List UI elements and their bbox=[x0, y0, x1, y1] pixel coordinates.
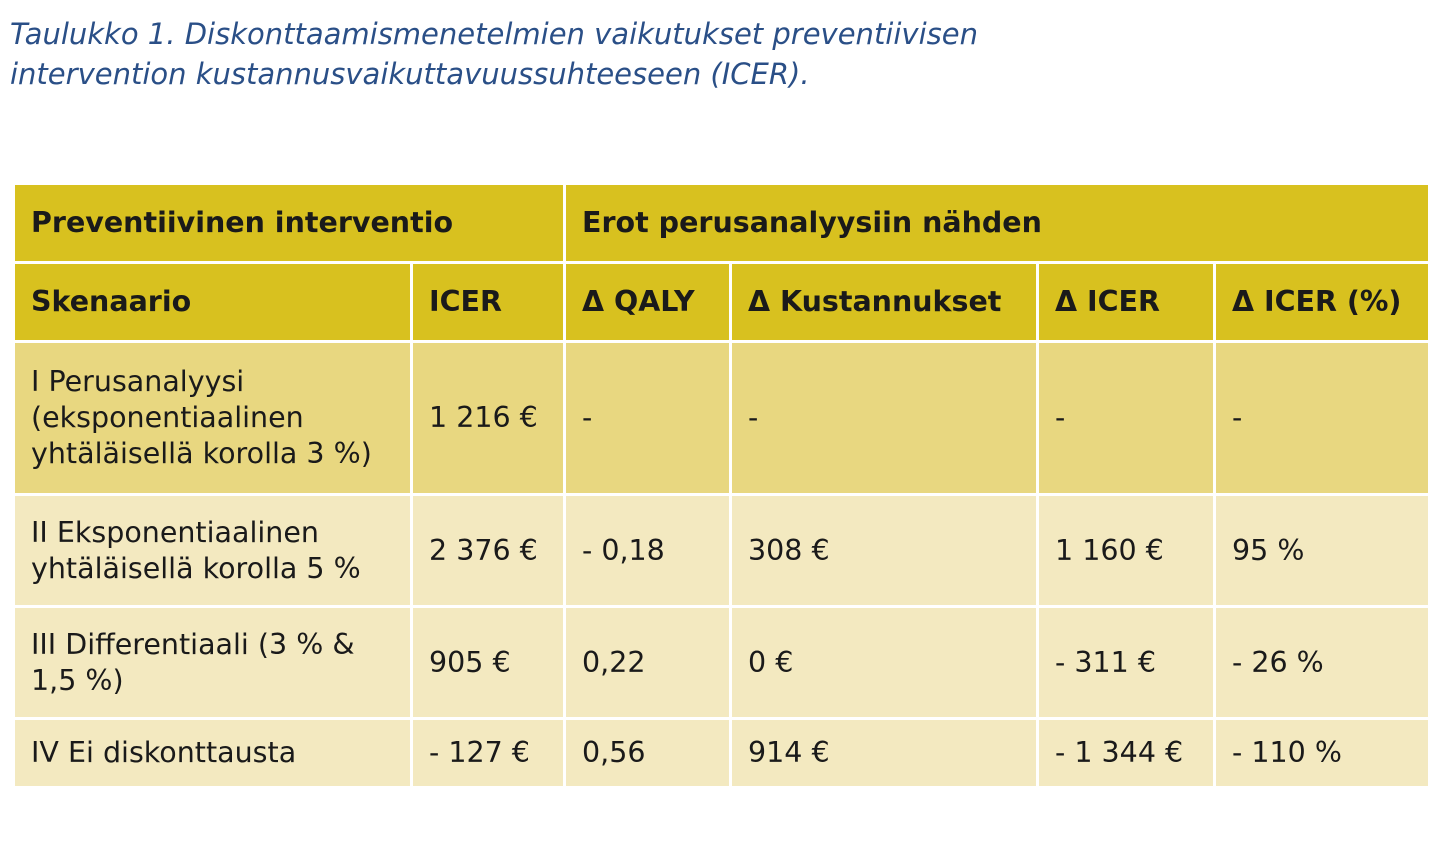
cell-scenario: IV Ei diskonttausta bbox=[12, 717, 413, 789]
cell-icer: - 127 € bbox=[409, 717, 567, 789]
table-row: IV Ei diskonttausta - 127 € 0,56 914 € -… bbox=[12, 717, 1432, 789]
cell-delta-icer-pct: - 110 % bbox=[1213, 717, 1432, 789]
scenario-line: 1,5 %) bbox=[31, 663, 124, 697]
cell-delta-icer: 1 160 € bbox=[1036, 493, 1217, 608]
cell-delta-icer: - bbox=[1036, 340, 1217, 496]
scenario-line: I Perusanalyysi bbox=[31, 365, 245, 398]
table-caption: Taulukko 1. Diskonttaamismenetelmien vai… bbox=[10, 14, 1410, 94]
table-row: II Eksponentiaalinen yhtäläisellä koroll… bbox=[12, 493, 1432, 608]
cell-scenario: II Eksponentiaalinen yhtäläisellä koroll… bbox=[12, 493, 413, 608]
cell-delta-icer-pct: 95 % bbox=[1213, 493, 1432, 608]
cell-delta-costs: 0 € bbox=[729, 605, 1040, 720]
scenario-line: II Eksponentiaalinen bbox=[31, 515, 319, 549]
cell-scenario: III Differentiaali (3 % & 1,5 %) bbox=[12, 605, 413, 720]
group-header-differences: Erot perusanalyysiin nähden bbox=[563, 182, 1432, 264]
group-header-row: Preventiivinen interventio Erot perusana… bbox=[11, 182, 1432, 264]
discounting-results-table: Preventiivinen interventio Erot perusana… bbox=[11, 182, 1432, 789]
cell-scenario: I Perusanalyysi (eksponentiaalinen yhtäl… bbox=[12, 340, 413, 496]
cell-icer: 905 € bbox=[409, 605, 567, 720]
scenario-line: yhtäläisellä korolla 3 %) bbox=[31, 437, 372, 470]
column-header-delta-qaly: Δ QALY bbox=[563, 261, 733, 343]
cell-delta-icer: - 311 € bbox=[1036, 605, 1217, 720]
cell-delta-costs: 308 € bbox=[729, 493, 1040, 608]
cell-delta-icer-pct: - 26 % bbox=[1213, 605, 1432, 720]
column-header-icer: ICER bbox=[409, 261, 567, 343]
cell-icer: 1 216 € bbox=[409, 340, 567, 496]
cell-delta-qaly: 0,22 bbox=[563, 605, 733, 720]
caption-line-1: Taulukko 1. Diskonttaamismenetelmien vai… bbox=[10, 17, 978, 51]
caption-line-2: intervention kustannusvaikuttavuussuhtee… bbox=[10, 57, 810, 91]
cell-delta-icer: - 1 344 € bbox=[1036, 717, 1217, 789]
cell-delta-qaly: 0,56 bbox=[563, 717, 733, 789]
cell-delta-qaly: - bbox=[563, 340, 733, 496]
table-row: III Differentiaali (3 % & 1,5 %) 905 € 0… bbox=[12, 605, 1432, 720]
group-header-intervention: Preventiivinen interventio bbox=[11, 182, 567, 264]
cell-delta-costs: 914 € bbox=[729, 717, 1040, 789]
column-header-scenario: Skenaario bbox=[12, 261, 413, 343]
column-header-delta-costs: Δ Kustannukset bbox=[729, 261, 1040, 343]
column-header-delta-icer-pct: Δ ICER (%) bbox=[1213, 261, 1432, 343]
cell-icer: 2 376 € bbox=[409, 493, 567, 608]
scenario-line: yhtäläisellä korolla 5 % bbox=[31, 551, 361, 585]
cell-delta-icer-pct: - bbox=[1213, 340, 1432, 496]
table-row: I Perusanalyysi (eksponentiaalinen yhtäl… bbox=[12, 340, 1432, 496]
cell-delta-qaly: - 0,18 bbox=[563, 493, 733, 608]
scenario-line: III Differentiaali (3 % & bbox=[31, 627, 355, 661]
scenario-line: (eksponentiaalinen bbox=[31, 401, 304, 434]
cell-delta-costs: - bbox=[729, 340, 1040, 496]
scenario-line: IV Ei diskonttausta bbox=[31, 736, 297, 769]
column-header-delta-icer: Δ ICER bbox=[1036, 261, 1217, 343]
column-header-row: Skenaario ICER Δ QALY Δ Kustannukset Δ I… bbox=[12, 261, 1432, 343]
